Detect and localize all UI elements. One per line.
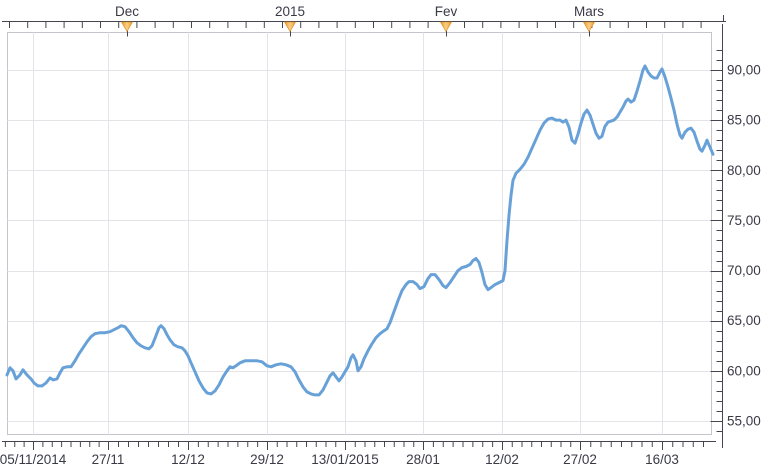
month-marker-triangle-icon <box>582 21 596 33</box>
price-tick-label: 75,00 <box>727 213 761 228</box>
month-marker-label: Mars <box>574 4 604 19</box>
date-tick-label: 13/01/2015 <box>311 452 379 467</box>
date-tick-label: 29/12 <box>250 452 284 467</box>
date-tick-label: 12/12 <box>171 452 205 467</box>
month-marker-label: 2015 <box>275 4 305 19</box>
price-line-series <box>5 64 715 397</box>
bottom-date-ruler[interactable]: 05/11/2014 27/11 12/12 29/12 13/01/2015 28/01… <box>0 441 716 468</box>
month-marker: Mars <box>574 4 604 37</box>
month-marker-label: Dec <box>115 4 139 19</box>
price-tick-label: 55,00 <box>727 413 761 428</box>
gridlines <box>7 32 712 435</box>
price-tick-label: 65,00 <box>727 313 761 328</box>
date-tick-label: 16/03 <box>645 452 679 467</box>
month-marker-triangle-icon <box>283 21 297 33</box>
price-tick-label: 60,00 <box>727 363 761 378</box>
price-tick-label: 90,00 <box>727 63 761 78</box>
price-tick-label: 80,00 <box>727 163 761 178</box>
month-marker: Fev <box>435 4 458 37</box>
date-tick-label: 12/02 <box>485 452 519 467</box>
date-tick-label: 28/01 <box>406 452 440 467</box>
top-date-ruler[interactable]: Dec 2015 Fev Mars <box>2 4 726 37</box>
date-tick-label: 05/11/2014 <box>0 452 67 467</box>
month-marker-triangle-icon <box>439 21 453 33</box>
date-tick-label: 27/02 <box>563 452 597 467</box>
month-marker-triangle-icon <box>120 21 134 33</box>
month-marker-label: Fev <box>435 4 458 19</box>
price-tick-label: 70,00 <box>727 263 761 278</box>
right-price-ruler[interactable]: 90,00 85,00 80,00 75,00 70,00 65,00 60,00 55,00 <box>710 24 761 448</box>
date-tick-label: 27/11 <box>92 452 125 467</box>
month-marker: 2015 <box>275 4 305 37</box>
month-marker: Dec <box>115 4 139 37</box>
plot-area[interactable] <box>5 32 715 435</box>
price-tick-label: 85,00 <box>727 113 761 128</box>
